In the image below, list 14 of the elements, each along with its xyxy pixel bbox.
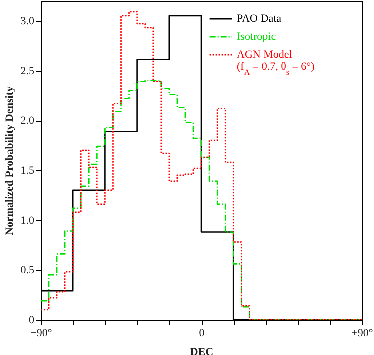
y-tick-label: 3.0 — [20, 15, 35, 28]
y-tick-label: 0 — [29, 314, 35, 326]
y-tick-label: 1.5 — [20, 164, 35, 177]
y-tick-label: 0.5 — [20, 264, 35, 277]
legend-label: Isotropic — [237, 31, 276, 43]
y-tick-label: 1.0 — [20, 214, 35, 227]
legend-label: AGN Model (f$_{A}$ = 0.7, θ$_{s}$ = 6°) — [237, 49, 316, 77]
y-axis-title: Normalized Probability Density — [4, 86, 16, 236]
y-tick-label: 2.5 — [20, 65, 35, 78]
x-tick-label: −90° — [30, 328, 52, 340]
y-tick-label: 2.0 — [20, 115, 35, 128]
x-tick-label: +90° — [352, 328, 374, 340]
x-tick-label: 0 — [199, 328, 206, 340]
legend-label: PAO Data — [237, 13, 282, 25]
